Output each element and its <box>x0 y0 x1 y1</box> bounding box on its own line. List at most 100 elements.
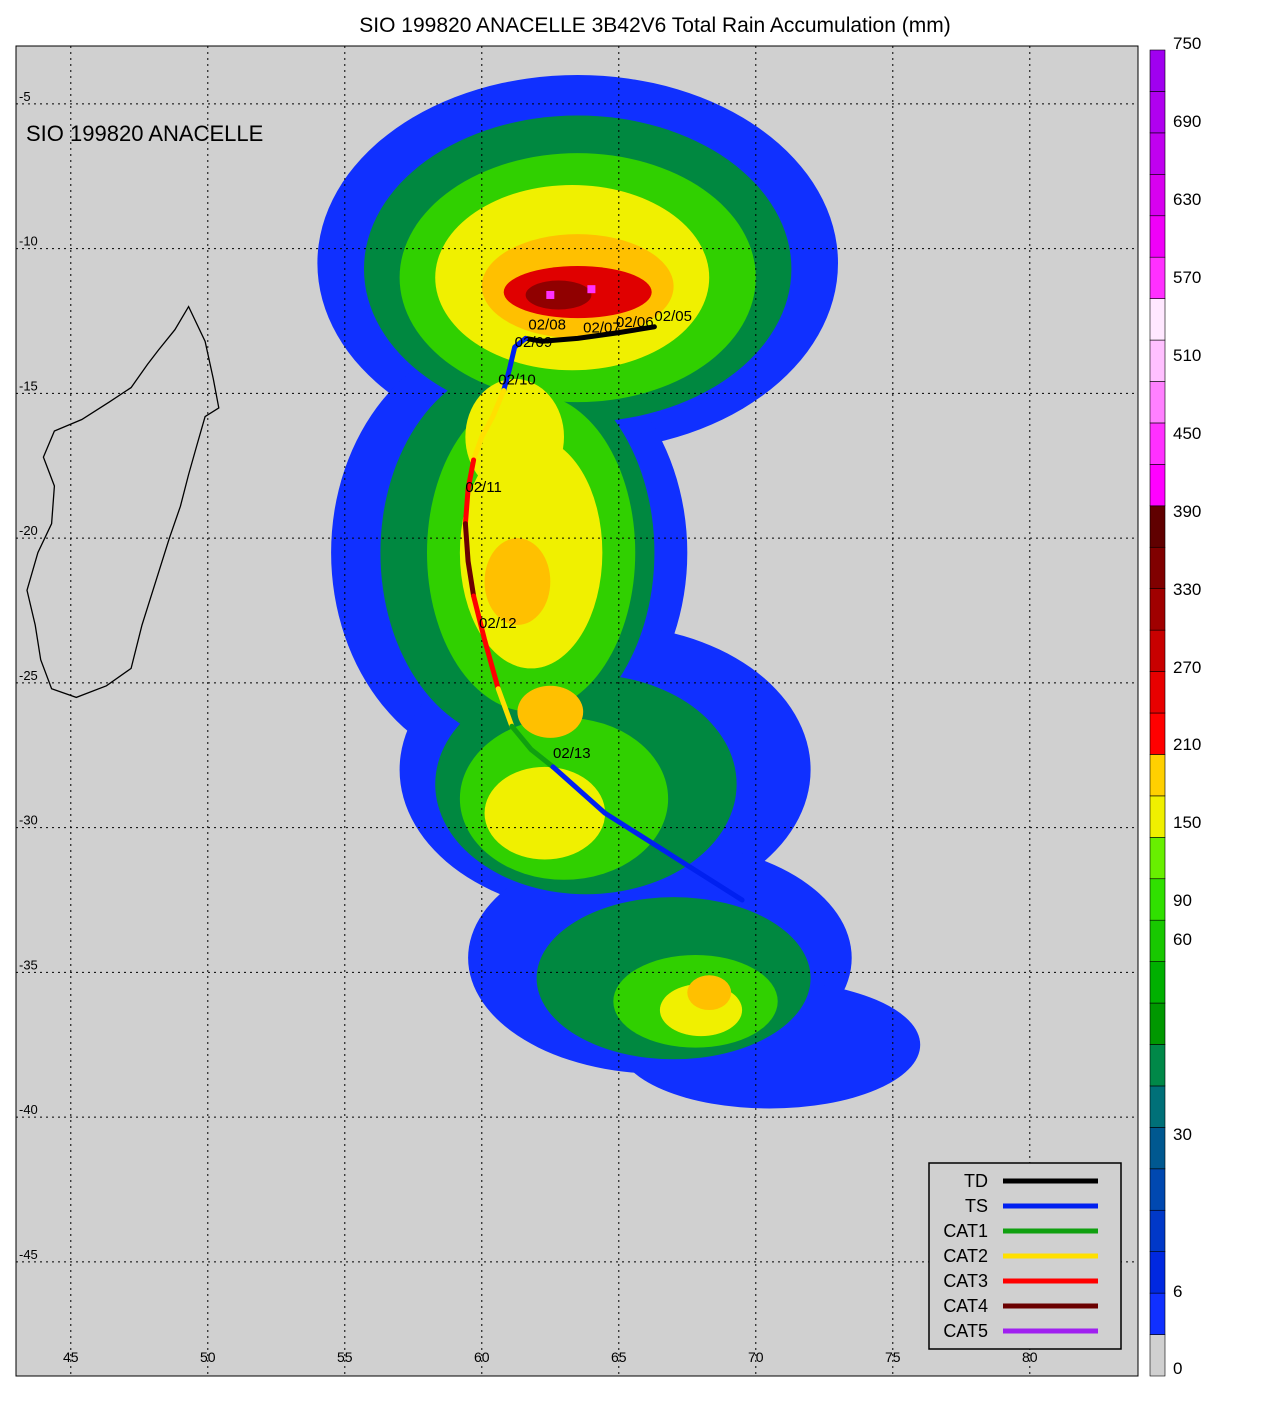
colorbar-cell <box>1149 1292 1166 1335</box>
colorbar-cell <box>1149 505 1166 548</box>
lat-tick-label: -15 <box>19 378 38 393</box>
lon-tick-label: 60 <box>474 1349 490 1365</box>
rain-blob <box>517 685 584 738</box>
track-segment-ts <box>550 764 745 903</box>
colorbar-label: 390 <box>1173 502 1201 521</box>
track-segment-cat1 <box>509 723 556 770</box>
axis-tick-labels: 45 50 55 60 65 70 75 80 -5 -10 -15 -20 -25 -30 -35 -40 -… <box>19 89 1038 1365</box>
colorbar-label: 90 <box>1173 891 1192 910</box>
colorbar-label: 30 <box>1173 1125 1192 1144</box>
legend-label-ts: TS <box>965 1196 988 1216</box>
track-date-label: 02/11 <box>465 479 501 496</box>
colorbar <box>1149 49 1166 1377</box>
colorbar-cell <box>1149 795 1166 838</box>
colorbar-cell <box>1149 215 1166 258</box>
colorbar-label: 150 <box>1173 813 1201 832</box>
track-legend: TD TS CAT1 CAT2 CAT3 CAT4 CAT5 <box>928 1162 1122 1350</box>
colorbar-cell <box>1149 132 1166 175</box>
track-date-label: 02/08 <box>528 317 566 334</box>
lat-tick-label: -20 <box>19 523 38 538</box>
colorbar-cell <box>1149 671 1166 714</box>
rain-blob <box>484 766 606 860</box>
colorbar-cell <box>1149 837 1166 880</box>
legend-label-cat3: CAT3 <box>943 1271 988 1291</box>
colorbar-cell <box>1149 754 1166 797</box>
legend-label-cat2: CAT2 <box>943 1246 988 1266</box>
colorbar-cell <box>1149 1002 1166 1045</box>
track-segment-cat4 <box>462 521 477 599</box>
colorbar-cell <box>1149 712 1166 755</box>
storm-label: SIO 199820 ANACELLE <box>26 121 263 146</box>
lon-tick-label: 50 <box>200 1349 216 1365</box>
legend-label-cat5: CAT5 <box>943 1321 988 1341</box>
madagascar-coastline <box>26 305 220 699</box>
track-date-label: 02/12 <box>479 615 517 632</box>
colorbar-cell <box>1149 629 1166 672</box>
track-segment-cat2 <box>495 686 515 729</box>
track-date-label: 02/13 <box>553 745 591 762</box>
track-segment-cat2 <box>471 388 507 463</box>
legend-label-cat1: CAT1 <box>943 1221 988 1241</box>
lat-tick-label: -35 <box>19 957 38 972</box>
colorbar-label: 450 <box>1173 424 1201 443</box>
lat-tick-label: -25 <box>19 668 38 683</box>
colorbar-cell <box>1149 49 1166 92</box>
colorbar-label: 510 <box>1173 346 1201 365</box>
lon-tick-label: 45 <box>63 1349 79 1365</box>
lat-tick-label: -40 <box>19 1102 38 1117</box>
track-date-label: 02/09 <box>515 334 553 351</box>
colorbar-label: 60 <box>1173 930 1192 949</box>
track-segment-td <box>523 324 657 344</box>
colorbar-labels: 0630609015021027033039045051057063069075… <box>1173 34 1201 1378</box>
rain-blob <box>465 378 564 495</box>
track-date-label: 02/07 <box>583 320 621 337</box>
colorbar-cell <box>1149 174 1166 217</box>
track-date-label: 02/06 <box>616 314 654 331</box>
colorbar-label: 570 <box>1173 268 1201 287</box>
colorbar-label: 330 <box>1173 580 1201 599</box>
colorbar-label: 630 <box>1173 190 1201 209</box>
colorbar-cell <box>1149 1334 1166 1377</box>
rain-field <box>317 74 921 1109</box>
lat-tick-label: -45 <box>19 1247 38 1262</box>
colorbar-cell <box>1149 464 1166 507</box>
colorbar-label: 210 <box>1173 735 1201 754</box>
colorbar-cell <box>1149 588 1166 631</box>
colorbar-label: 690 <box>1173 112 1201 131</box>
lat-tick-label: -5 <box>19 89 31 104</box>
colorbar-label: 6 <box>1173 1282 1182 1301</box>
lon-tick-label: 70 <box>748 1349 764 1365</box>
rain-blob <box>525 280 592 310</box>
colorbar-cell <box>1149 256 1166 299</box>
colorbar-cell <box>1149 339 1166 382</box>
lat-tick-label: -30 <box>19 813 38 828</box>
colorbar-cell <box>1149 1085 1166 1128</box>
colorbar-cell <box>1149 1044 1166 1087</box>
chart-title: SIO 199820 ANACELLE 3B42V6 Total Rain Ac… <box>359 14 951 37</box>
legend-label-td: TD <box>964 1171 988 1191</box>
colorbar-cell <box>1149 1209 1166 1252</box>
colorbar-cell <box>1149 381 1166 424</box>
lon-tick-label: 55 <box>337 1349 353 1365</box>
colorbar-label: 750 <box>1173 34 1201 53</box>
lat-tick-label: -10 <box>19 234 38 249</box>
colorbar-label: 270 <box>1173 658 1201 677</box>
colorbar-cell <box>1149 961 1166 1004</box>
lon-tick-label: 65 <box>611 1349 627 1365</box>
colorbar-cell <box>1149 1127 1166 1170</box>
colorbar-cell <box>1149 1168 1166 1211</box>
rain-peak <box>587 285 596 294</box>
track-date-label: 02/10 <box>498 372 536 389</box>
colorbar-cell <box>1149 298 1166 341</box>
colorbar-cell <box>1149 1251 1166 1294</box>
coastline-path <box>26 305 220 699</box>
rain-peak <box>546 290 555 299</box>
storm-track <box>462 324 745 903</box>
track-date-label: 02/05 <box>654 308 692 325</box>
colorbar-cell <box>1149 546 1166 589</box>
colorbar-cell <box>1149 919 1166 962</box>
colorbar-cell <box>1149 422 1166 465</box>
lon-tick-label: 75 <box>885 1349 901 1365</box>
